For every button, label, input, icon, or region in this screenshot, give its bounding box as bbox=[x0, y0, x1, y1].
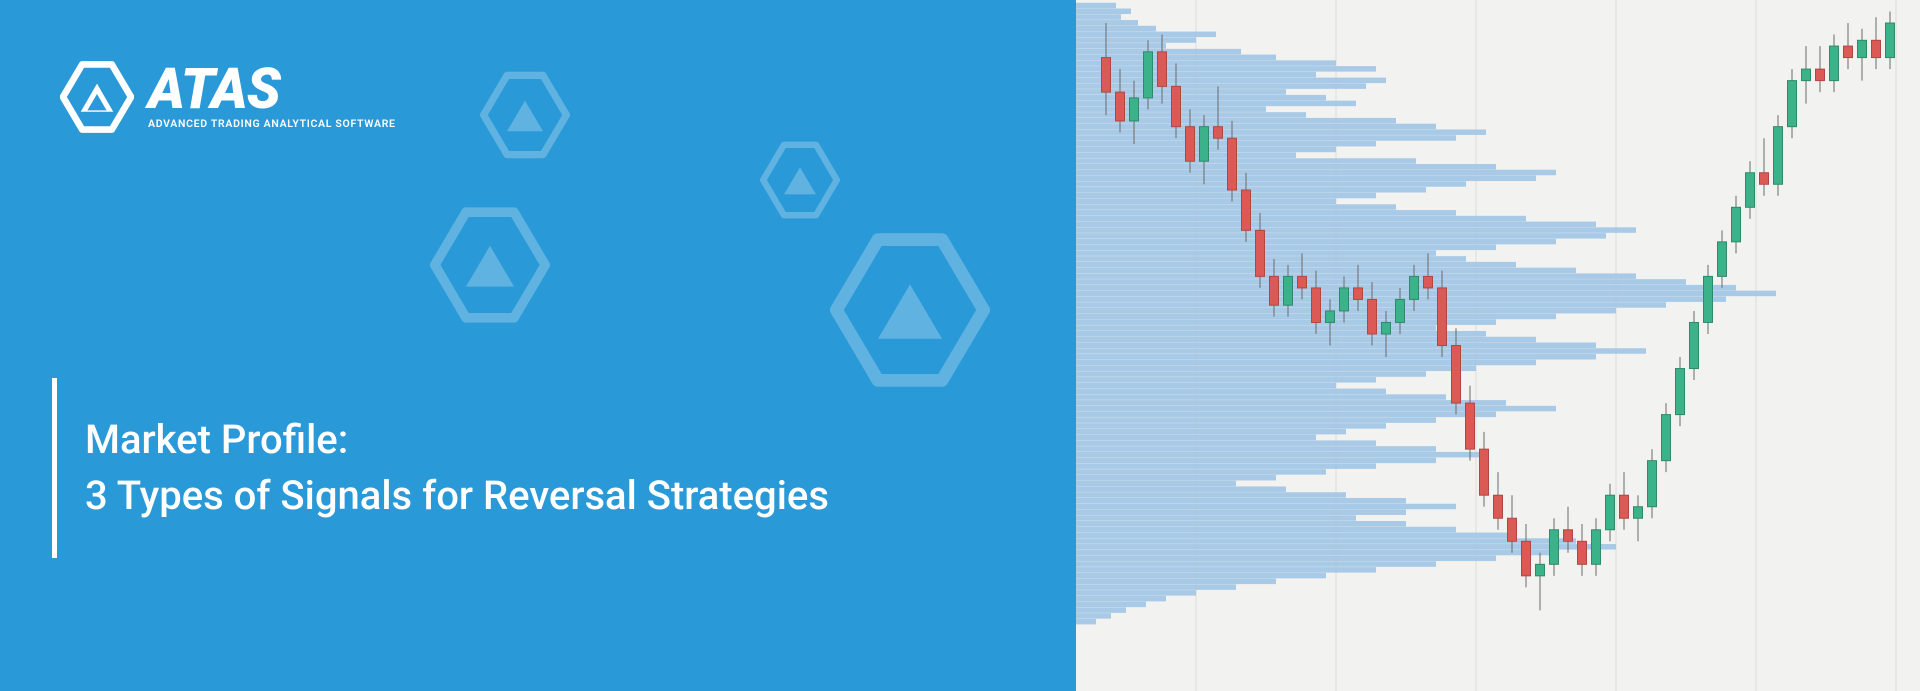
decorative-hexagon bbox=[430, 205, 550, 325]
decorative-hexagon bbox=[760, 140, 840, 220]
headline-line-1: Market Profile: bbox=[85, 412, 829, 468]
logo-text: ATAS ADVANCED TRADING ANALYTICAL SOFTWAR… bbox=[148, 64, 396, 129]
atas-logo-icon bbox=[60, 60, 134, 134]
headline-block: Market Profile: 3 Types of Signals for R… bbox=[52, 378, 829, 558]
logo-title: ATAS bbox=[148, 64, 396, 114]
logo-subtitle: ADVANCED TRADING ANALYTICAL SOFTWARE bbox=[148, 117, 396, 130]
logo-block: ATAS ADVANCED TRADING ANALYTICAL SOFTWAR… bbox=[60, 60, 396, 134]
chart-panel bbox=[1076, 0, 1920, 691]
decorative-hexagon bbox=[480, 70, 570, 160]
candlestick-chart bbox=[1076, 0, 1920, 691]
banner-root: ATAS ADVANCED TRADING ANALYTICAL SOFTWAR… bbox=[0, 0, 1920, 691]
headline-line-2: 3 Types of Signals for Reversal Strategi… bbox=[85, 468, 829, 524]
left-panel: ATAS ADVANCED TRADING ANALYTICAL SOFTWAR… bbox=[0, 0, 1076, 691]
decorative-hexagon bbox=[830, 230, 990, 390]
